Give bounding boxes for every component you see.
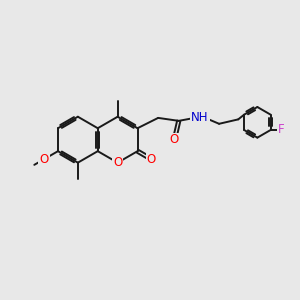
Text: O: O — [147, 153, 156, 166]
Text: NH: NH — [191, 111, 209, 124]
Text: F: F — [278, 124, 284, 136]
Text: O: O — [39, 153, 49, 166]
Text: O: O — [113, 156, 122, 169]
Text: O: O — [170, 134, 179, 146]
